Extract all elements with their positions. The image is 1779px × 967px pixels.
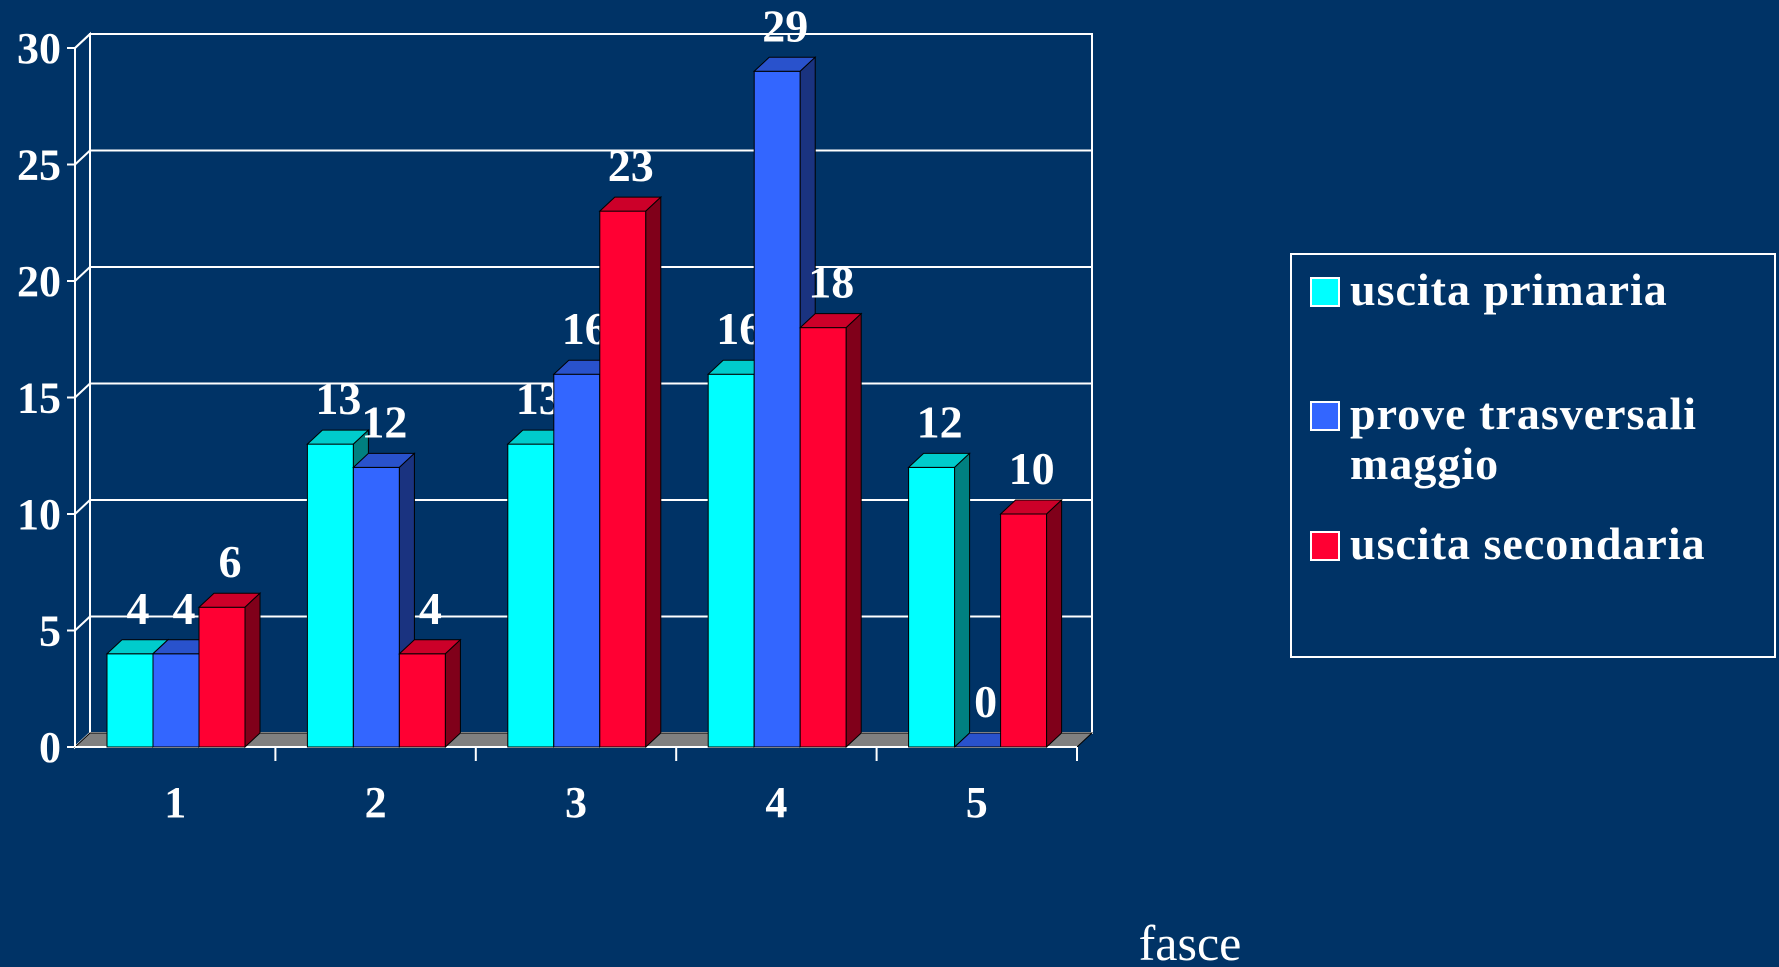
data-label: 6: [219, 536, 242, 587]
legend-swatch: [1310, 401, 1340, 431]
data-label: 10: [1009, 443, 1055, 494]
bar-side: [645, 195, 662, 749]
bar-front: [106, 653, 154, 748]
data-label: 4: [127, 583, 150, 634]
bar-side: [845, 312, 862, 749]
y-tick-label: 0: [39, 723, 61, 772]
legend-swatch: [1310, 277, 1340, 307]
bar-front: [198, 606, 246, 748]
bar-front: [306, 443, 354, 748]
x-tick-label: 1: [164, 778, 186, 827]
bar-side: [244, 592, 261, 749]
y-tick-label: 20: [17, 257, 61, 306]
data-label: 4: [419, 583, 442, 634]
data-label: 29: [762, 0, 808, 51]
bar-front: [553, 373, 601, 748]
bar-front: [599, 210, 647, 748]
gridline-depth: [74, 266, 91, 282]
gridline-depth: [74, 499, 91, 515]
data-label: 0: [974, 676, 997, 727]
legend-item: uscita secondaria: [1310, 519, 1770, 569]
gridline-depth: [74, 615, 91, 632]
gridline-depth: [74, 382, 91, 399]
bar-front: [507, 443, 555, 748]
x-tick-label: 5: [966, 778, 988, 827]
x-axis-title: fasce: [1139, 915, 1242, 967]
bar-front: [1000, 513, 1048, 748]
bar-front: [908, 466, 956, 748]
bar-side: [954, 452, 971, 749]
data-label: 23: [608, 140, 654, 191]
legend-label: uscita secondaria: [1350, 518, 1706, 569]
data-label: 12: [361, 396, 407, 447]
bar-front: [152, 653, 200, 748]
legend-swatch: [1310, 531, 1340, 561]
x-tick-label: 3: [565, 778, 587, 827]
bar-front: [799, 327, 847, 748]
legend: uscita primaria prove trasversali maggio u…: [1290, 253, 1776, 658]
y-tick-label: 10: [17, 490, 61, 539]
x-tick-label: 2: [365, 778, 387, 827]
y-tick-label: 30: [17, 24, 61, 73]
legend-item: uscita primaria: [1310, 265, 1770, 315]
data-label: 18: [808, 257, 854, 308]
data-label: 4: [173, 583, 196, 634]
gridline-depth: [74, 33, 91, 49]
legend-label: prove trasversali maggio: [1350, 388, 1698, 489]
data-label: 12: [917, 396, 963, 447]
bar-side: [1046, 498, 1063, 749]
bar-front: [707, 373, 755, 748]
x-tick-label: 4: [765, 778, 787, 827]
bar-side: [444, 638, 461, 749]
y-tick-label: 15: [17, 374, 61, 423]
legend-item: prove trasversali maggio: [1310, 389, 1770, 489]
bar-front: [352, 466, 400, 748]
gridline-depth: [74, 149, 91, 166]
y-tick-label: 25: [17, 141, 61, 190]
y-tick-label: 5: [39, 607, 61, 656]
data-label: 13: [315, 373, 361, 424]
bar-front: [398, 653, 446, 748]
bar-front: [753, 70, 801, 748]
legend-label: uscita primaria: [1350, 264, 1668, 315]
